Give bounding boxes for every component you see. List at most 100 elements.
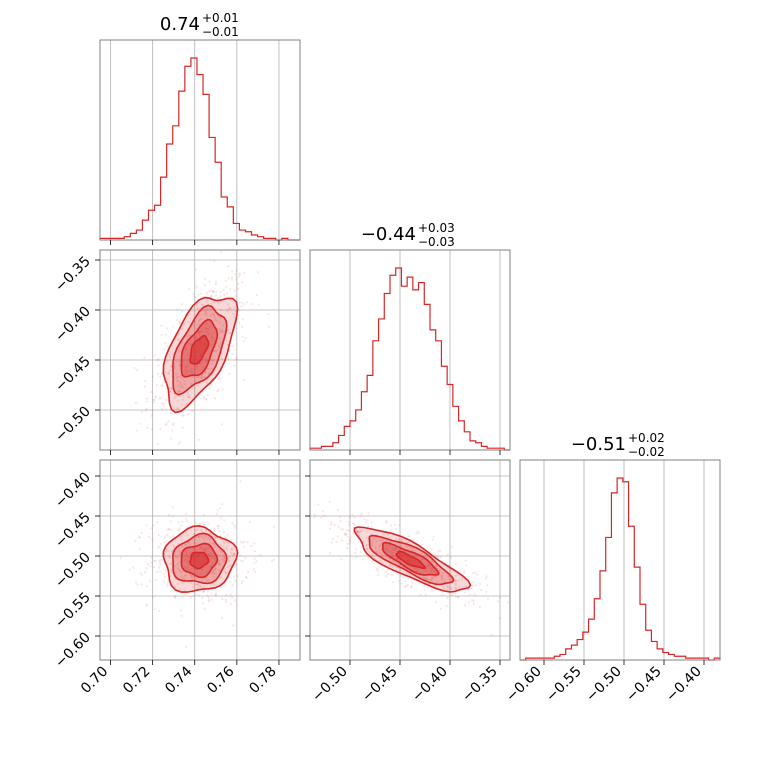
scatter-point bbox=[176, 319, 179, 322]
scatter-point bbox=[442, 586, 445, 589]
scatter-point bbox=[368, 550, 371, 553]
scatter-point bbox=[209, 537, 212, 541]
scatter-point bbox=[234, 565, 237, 568]
scatter-point bbox=[177, 582, 180, 585]
scatter-point bbox=[217, 561, 220, 564]
scatter-point bbox=[177, 407, 180, 410]
scatter-point bbox=[216, 349, 219, 352]
scatter-point bbox=[365, 537, 368, 540]
scatter-point bbox=[414, 567, 418, 570]
scatter-point bbox=[352, 531, 355, 534]
scatter-point bbox=[428, 563, 431, 566]
y-tick-label-param-3: −0.55 bbox=[52, 590, 94, 632]
scatter-point bbox=[458, 569, 461, 573]
scatter-point bbox=[423, 577, 426, 580]
scatter-point bbox=[206, 327, 209, 330]
scatter-point bbox=[186, 335, 189, 338]
scatter-point bbox=[208, 552, 211, 556]
scatter-point bbox=[455, 583, 458, 587]
scatter-point bbox=[239, 480, 242, 483]
scatter-point bbox=[247, 570, 250, 573]
scatter-point bbox=[219, 330, 222, 333]
scatter-point bbox=[350, 536, 353, 539]
scatter-point bbox=[205, 381, 208, 384]
scatter-point bbox=[213, 397, 216, 400]
scatter-point bbox=[416, 569, 419, 573]
scatter-point bbox=[254, 570, 257, 574]
scatter-point bbox=[189, 596, 192, 599]
scatter-point bbox=[200, 522, 203, 526]
scatter-point bbox=[171, 344, 174, 347]
scatter-point bbox=[203, 375, 207, 378]
x-tick-label-param-2: −0.40 bbox=[409, 664, 451, 706]
x-tick-label-param-3: −0.40 bbox=[663, 664, 705, 706]
scatter-point bbox=[216, 297, 219, 300]
scatter-point bbox=[186, 392, 189, 395]
scatter-point bbox=[213, 536, 216, 540]
scatter-point bbox=[361, 529, 364, 532]
scatter-point bbox=[431, 560, 434, 564]
scatter-point bbox=[178, 321, 181, 324]
scatter-point bbox=[240, 559, 243, 562]
scatter-point bbox=[217, 561, 220, 565]
scatter-point bbox=[198, 438, 201, 441]
scatter-point bbox=[199, 306, 202, 309]
x-tick-label-param-1: 0.76 bbox=[204, 663, 237, 696]
scatter-point bbox=[173, 595, 176, 599]
hist-2-step-line bbox=[309, 267, 510, 451]
scatter-point bbox=[354, 556, 357, 559]
scatter-point bbox=[220, 550, 223, 553]
scatter-point bbox=[217, 377, 220, 381]
scatter-point bbox=[163, 581, 166, 584]
scatter-point bbox=[359, 529, 363, 533]
scatter-point bbox=[267, 325, 270, 328]
scatter-point bbox=[428, 564, 431, 568]
scatter-point bbox=[179, 441, 182, 444]
scatter-point bbox=[232, 312, 235, 316]
scatter-point bbox=[170, 562, 173, 565]
scatter-point bbox=[454, 586, 457, 589]
scatter-point bbox=[228, 306, 231, 309]
scatter-point bbox=[200, 318, 203, 321]
scatter-point bbox=[176, 375, 179, 378]
scatter-point bbox=[447, 575, 450, 578]
scatter-point bbox=[378, 538, 381, 541]
title-param-3-plus: +0.02 bbox=[628, 431, 665, 445]
scatter-point bbox=[151, 375, 154, 378]
scatter-point bbox=[216, 509, 219, 512]
scatter-point bbox=[178, 394, 181, 398]
scatter-point bbox=[171, 549, 174, 552]
y-tick-label-param-3: −0.60 bbox=[52, 630, 94, 672]
scatter-point bbox=[191, 376, 195, 379]
scatter-point bbox=[472, 599, 475, 603]
scatter-point bbox=[192, 324, 195, 327]
scatter-point bbox=[189, 582, 192, 585]
scatter-point bbox=[317, 503, 320, 506]
scatter-point bbox=[223, 542, 226, 545]
x-tick-label-param-3: −0.55 bbox=[543, 664, 585, 706]
scatter-point bbox=[394, 547, 397, 550]
scatter-point bbox=[179, 320, 182, 323]
scatter-point bbox=[169, 520, 172, 523]
scatter-point bbox=[435, 581, 438, 584]
scatter-point bbox=[211, 290, 215, 293]
scatter-point bbox=[177, 338, 180, 341]
scatter-point bbox=[181, 310, 184, 313]
scatter-point bbox=[217, 559, 221, 562]
scatter-point bbox=[236, 287, 240, 290]
scatter-points-2-0 bbox=[119, 480, 276, 649]
scatter-point bbox=[217, 560, 220, 563]
scatter-point bbox=[395, 537, 398, 540]
scatter-point bbox=[217, 527, 220, 530]
scatter-point bbox=[164, 333, 167, 337]
y-tick-label-param-2: −0.35 bbox=[52, 254, 94, 296]
scatter-point bbox=[197, 522, 200, 526]
scatter-point bbox=[157, 566, 161, 569]
scatter-point bbox=[197, 384, 200, 387]
scatter-point bbox=[449, 586, 452, 589]
scatter-point bbox=[344, 533, 348, 536]
scatter-point bbox=[204, 310, 207, 313]
scatter-point bbox=[472, 584, 475, 588]
scatter-point bbox=[180, 403, 183, 406]
scatter-point bbox=[367, 556, 370, 559]
